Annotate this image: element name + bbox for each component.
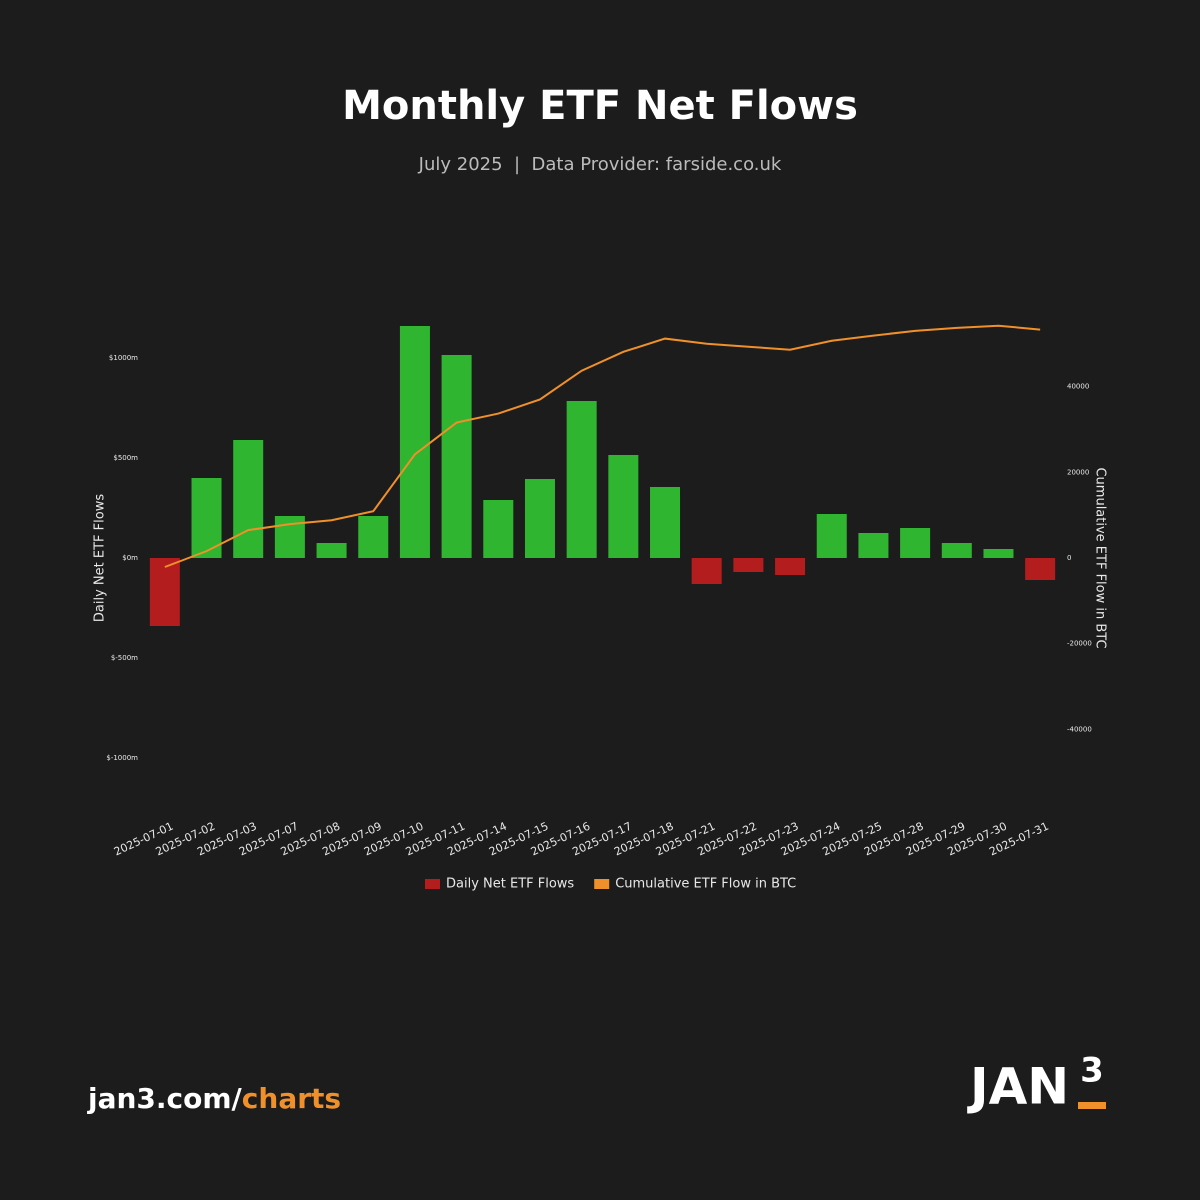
footer-site: jan3.com/ [87, 1082, 243, 1115]
bar [441, 355, 472, 558]
y-tick-label: $500m [113, 454, 138, 462]
bar [524, 479, 555, 558]
y-tick-label: $0m [122, 554, 138, 562]
y-axis-label: Daily Net ETF Flows [93, 494, 108, 622]
logo: JAN [967, 1058, 1069, 1116]
bar [775, 558, 806, 575]
y2-axis-label: Cumulative ETF Flow in BTC [1093, 467, 1108, 648]
y2-tick-label: -20000 [1067, 640, 1092, 648]
bar [733, 558, 764, 572]
y-tick-label: $-500m [111, 654, 138, 662]
y2-tick-label: 0 [1067, 554, 1071, 562]
bar [941, 543, 972, 558]
legend-swatch [594, 879, 610, 889]
bar [191, 478, 222, 558]
y2-tick-label: 40000 [1067, 383, 1089, 391]
bar [691, 558, 722, 584]
legend-swatch [425, 879, 440, 889]
bar [608, 455, 639, 558]
bar [900, 528, 931, 558]
bar [483, 500, 514, 558]
footer-site-accent: charts [242, 1082, 341, 1115]
y2-tick-label: 20000 [1067, 468, 1089, 476]
line [164, 324, 1041, 568]
logo-accent: 3 [1080, 1051, 1104, 1091]
footer-link: jan3.com/charts [87, 1082, 341, 1115]
bar [399, 326, 430, 558]
y-tick-label: $-1000m [106, 754, 138, 762]
y2-tick-label: -40000 [1067, 725, 1092, 733]
chart-title: Monthly ETF Net Flows [342, 83, 858, 129]
logo-underline [1078, 1102, 1106, 1109]
y-tick-label: $1000m [109, 354, 138, 362]
legend-label: Daily Net ETF Flows [446, 877, 574, 892]
bar [1025, 558, 1056, 580]
legend-label: Cumulative ETF Flow in BTC [615, 877, 796, 892]
bar [816, 514, 847, 558]
bar [983, 549, 1014, 558]
bar [650, 487, 681, 558]
bar [858, 533, 889, 558]
bar [149, 558, 180, 626]
bar [316, 543, 347, 558]
chart-subtitle: July 2025 | Data Provider: farside.co.uk [418, 154, 782, 175]
bar [233, 440, 264, 558]
bar [358, 516, 389, 558]
bar [566, 401, 597, 558]
